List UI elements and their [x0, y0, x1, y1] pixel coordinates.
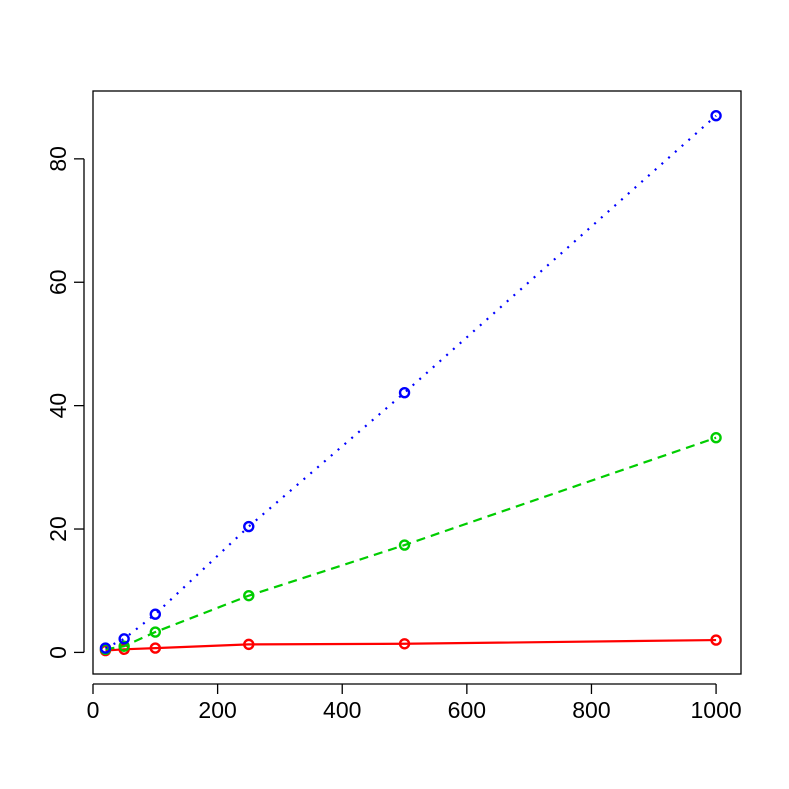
data-point — [398, 539, 411, 551]
data-point — [398, 638, 411, 650]
x-tick-label: 200 — [198, 697, 236, 723]
y-tick-label: 0 — [45, 646, 71, 659]
data-point — [710, 432, 722, 444]
x-tick-label: 400 — [323, 697, 361, 723]
y-tick-label: 20 — [45, 516, 71, 542]
y-axis: 0 20 40 60 80 — [45, 146, 85, 659]
y-tick-label: 40 — [45, 393, 71, 419]
data-point — [243, 638, 255, 651]
data-point — [149, 642, 162, 654]
y-tick-label: 80 — [45, 146, 71, 172]
data-point — [398, 386, 411, 399]
series-layer — [99, 109, 722, 657]
y-tick-label: 60 — [45, 269, 71, 295]
series-line — [105, 436, 717, 651]
series-line — [104, 114, 717, 650]
series-1 — [99, 634, 722, 657]
x-axis: 0 200 400 600 800 1000 — [87, 683, 742, 723]
data-point — [149, 608, 162, 620]
data-point — [710, 634, 722, 646]
data-point — [243, 520, 255, 533]
x-tick-label: 600 — [448, 697, 486, 723]
series-2 — [99, 432, 722, 656]
data-point — [243, 589, 255, 602]
plot-frame — [92, 90, 742, 675]
data-point — [710, 109, 722, 122]
data-point — [99, 642, 112, 654]
x-tick-label: 800 — [572, 697, 610, 723]
series-line — [105, 638, 717, 652]
x-tick-label: 0 — [87, 697, 100, 723]
data-point — [118, 633, 130, 645]
data-point — [118, 640, 130, 652]
x-tick-label: 1000 — [690, 697, 741, 723]
series-3 — [99, 109, 722, 654]
data-point — [149, 626, 162, 638]
